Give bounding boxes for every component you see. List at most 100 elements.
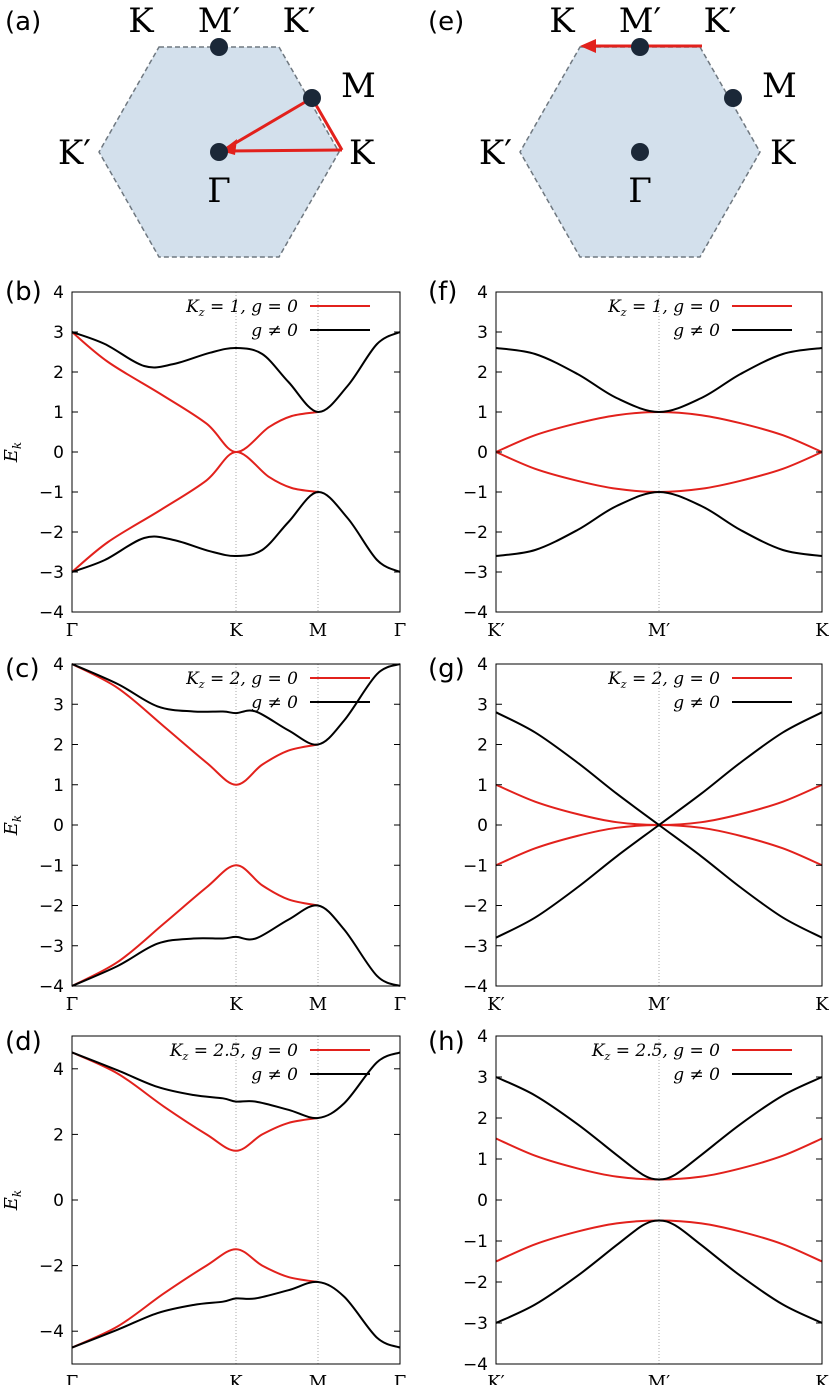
x-tick-label: M′ (648, 620, 671, 641)
panel-label: (f) (428, 277, 457, 307)
band-curve (495, 1219, 823, 1324)
brillouin-zone-e: (e) K M′ K′MKK′Γ (428, 1, 797, 258)
panel-label: (e) (428, 7, 464, 37)
k-label: K (128, 1, 154, 41)
k-label: K (770, 133, 796, 173)
band-curve (495, 1076, 823, 1181)
y-tick-label: 0 (477, 443, 488, 463)
band-curve (495, 490, 823, 557)
band-curve (71, 663, 319, 786)
plot-frame (495, 1035, 823, 1365)
x-tick-label: Γ (66, 994, 79, 1015)
x-tick-label: M′ (648, 994, 671, 1015)
x-tick-label: M′ (648, 1372, 671, 1385)
y-axis-label: Ek (1, 1190, 24, 1211)
y-tick-label: −2 (39, 1257, 64, 1277)
y-tick-label: 0 (53, 443, 64, 463)
y-tick-label: 2 (53, 1125, 64, 1145)
y-tick-label: −4 (463, 603, 488, 623)
band-curve (71, 331, 401, 413)
x-tick-label: Γ (394, 994, 407, 1015)
y-tick-label: 4 (53, 655, 64, 675)
y-tick-label: −3 (463, 563, 488, 583)
m-prime-label: M′ (198, 1, 241, 41)
band-plot: (h) 4 3 2 1 0 −1 −2 −3 −4K′ M′ K Kz = 2.5, g = 0g ≠ … (428, 1027, 829, 1385)
m-point (724, 89, 742, 107)
path-arrowhead (580, 39, 596, 53)
y-tick-label: 4 (477, 655, 488, 675)
legend-label: g ≠ 0 (251, 1065, 298, 1085)
band-curve (71, 1248, 319, 1349)
x-tick-label: K′ (487, 620, 505, 641)
gamma-point (210, 143, 228, 161)
y-tick-label: 0 (477, 1191, 488, 1211)
gamma-label: Γ (628, 171, 652, 211)
legend-label: Kz = 2, g = 0 (607, 669, 720, 691)
k-label: K (349, 133, 375, 173)
y-tick-label: 4 (477, 283, 488, 303)
path-segment (310, 97, 344, 151)
k-prime-label: K′ (282, 1, 315, 41)
legend-label: g ≠ 0 (673, 321, 720, 341)
legend-label: g ≠ 0 (673, 693, 720, 713)
band-plot: (g) 4 3 2 1 0 −1 −2 −3 −4K′ M′ K Kz = 2, g = 0g ≠ 0 (428, 654, 829, 1015)
k-prime-label: K′ (479, 133, 512, 173)
gamma-point (631, 143, 649, 161)
k-prime-label: K′ (703, 1, 736, 41)
y-tick-label: 3 (477, 1068, 488, 1088)
legend-label: g ≠ 0 (673, 1065, 720, 1085)
y-tick-label: 2 (53, 363, 64, 383)
y-tick-label: 3 (477, 695, 488, 715)
legend-label: Kz = 2.5, g = 0 (169, 1041, 298, 1063)
path-segment (226, 148, 343, 153)
y-axis-label: Ek (1, 815, 24, 836)
panel-label: (h) (428, 1027, 465, 1057)
legend-label: Kz = 2.5, g = 0 (591, 1041, 720, 1063)
x-tick-label: M (309, 994, 327, 1015)
legend-label: Kz = 2, g = 0 (185, 669, 298, 691)
y-tick-label: −1 (463, 483, 488, 503)
m-prime-point (210, 38, 228, 56)
y-tick-label: 2 (477, 1109, 488, 1129)
y-tick-label: 2 (53, 736, 64, 756)
x-tick-label: Γ (394, 620, 407, 641)
brillouin-zone-a: (a) K M′ K′MKK′Γ (5, 1, 376, 258)
y-tick-label: 1 (53, 776, 64, 796)
panel-label: (g) (428, 654, 465, 684)
gamma-label: Γ (207, 171, 231, 211)
x-tick-label: K′ (487, 1372, 505, 1385)
band-curve (71, 331, 319, 454)
y-tick-label: −1 (463, 1232, 488, 1252)
x-tick-label: Γ (394, 1372, 407, 1385)
legend-label: g ≠ 0 (251, 321, 298, 341)
x-tick-label: K (815, 994, 829, 1015)
band-curve (71, 491, 401, 573)
x-tick-label: M (309, 1372, 327, 1385)
y-tick-label: 4 (477, 1027, 488, 1047)
y-tick-label: −4 (463, 1355, 488, 1375)
x-tick-label: Γ (66, 1372, 79, 1385)
y-tick-label: 4 (53, 283, 64, 303)
y-axis-label: Ek (1, 442, 24, 463)
band-curve (71, 904, 401, 987)
band-curve (71, 1280, 401, 1349)
m-point (303, 89, 321, 107)
y-tick-label: −2 (463, 523, 488, 543)
y-tick-label: 1 (477, 403, 488, 423)
y-tick-label: −3 (39, 563, 64, 583)
band-curve (71, 1051, 401, 1120)
m-label: M (762, 66, 797, 106)
y-tick-label: −4 (39, 603, 64, 623)
path-segment (226, 96, 313, 150)
y-tick-label: −3 (463, 937, 488, 957)
panel-label: (c) (5, 654, 40, 684)
y-tick-label: −3 (463, 1314, 488, 1334)
y-tick-label: −1 (39, 856, 64, 876)
band-curve (71, 864, 319, 987)
y-tick-label: 1 (477, 776, 488, 796)
band-plot: (d) 4 2 0 −2 −4 Γ K M Γ Ek Kz = 2.5, g = 0g ≠ 0 (1, 1027, 406, 1385)
y-tick-label: −1 (39, 483, 64, 503)
y-tick-label: −2 (39, 897, 64, 917)
